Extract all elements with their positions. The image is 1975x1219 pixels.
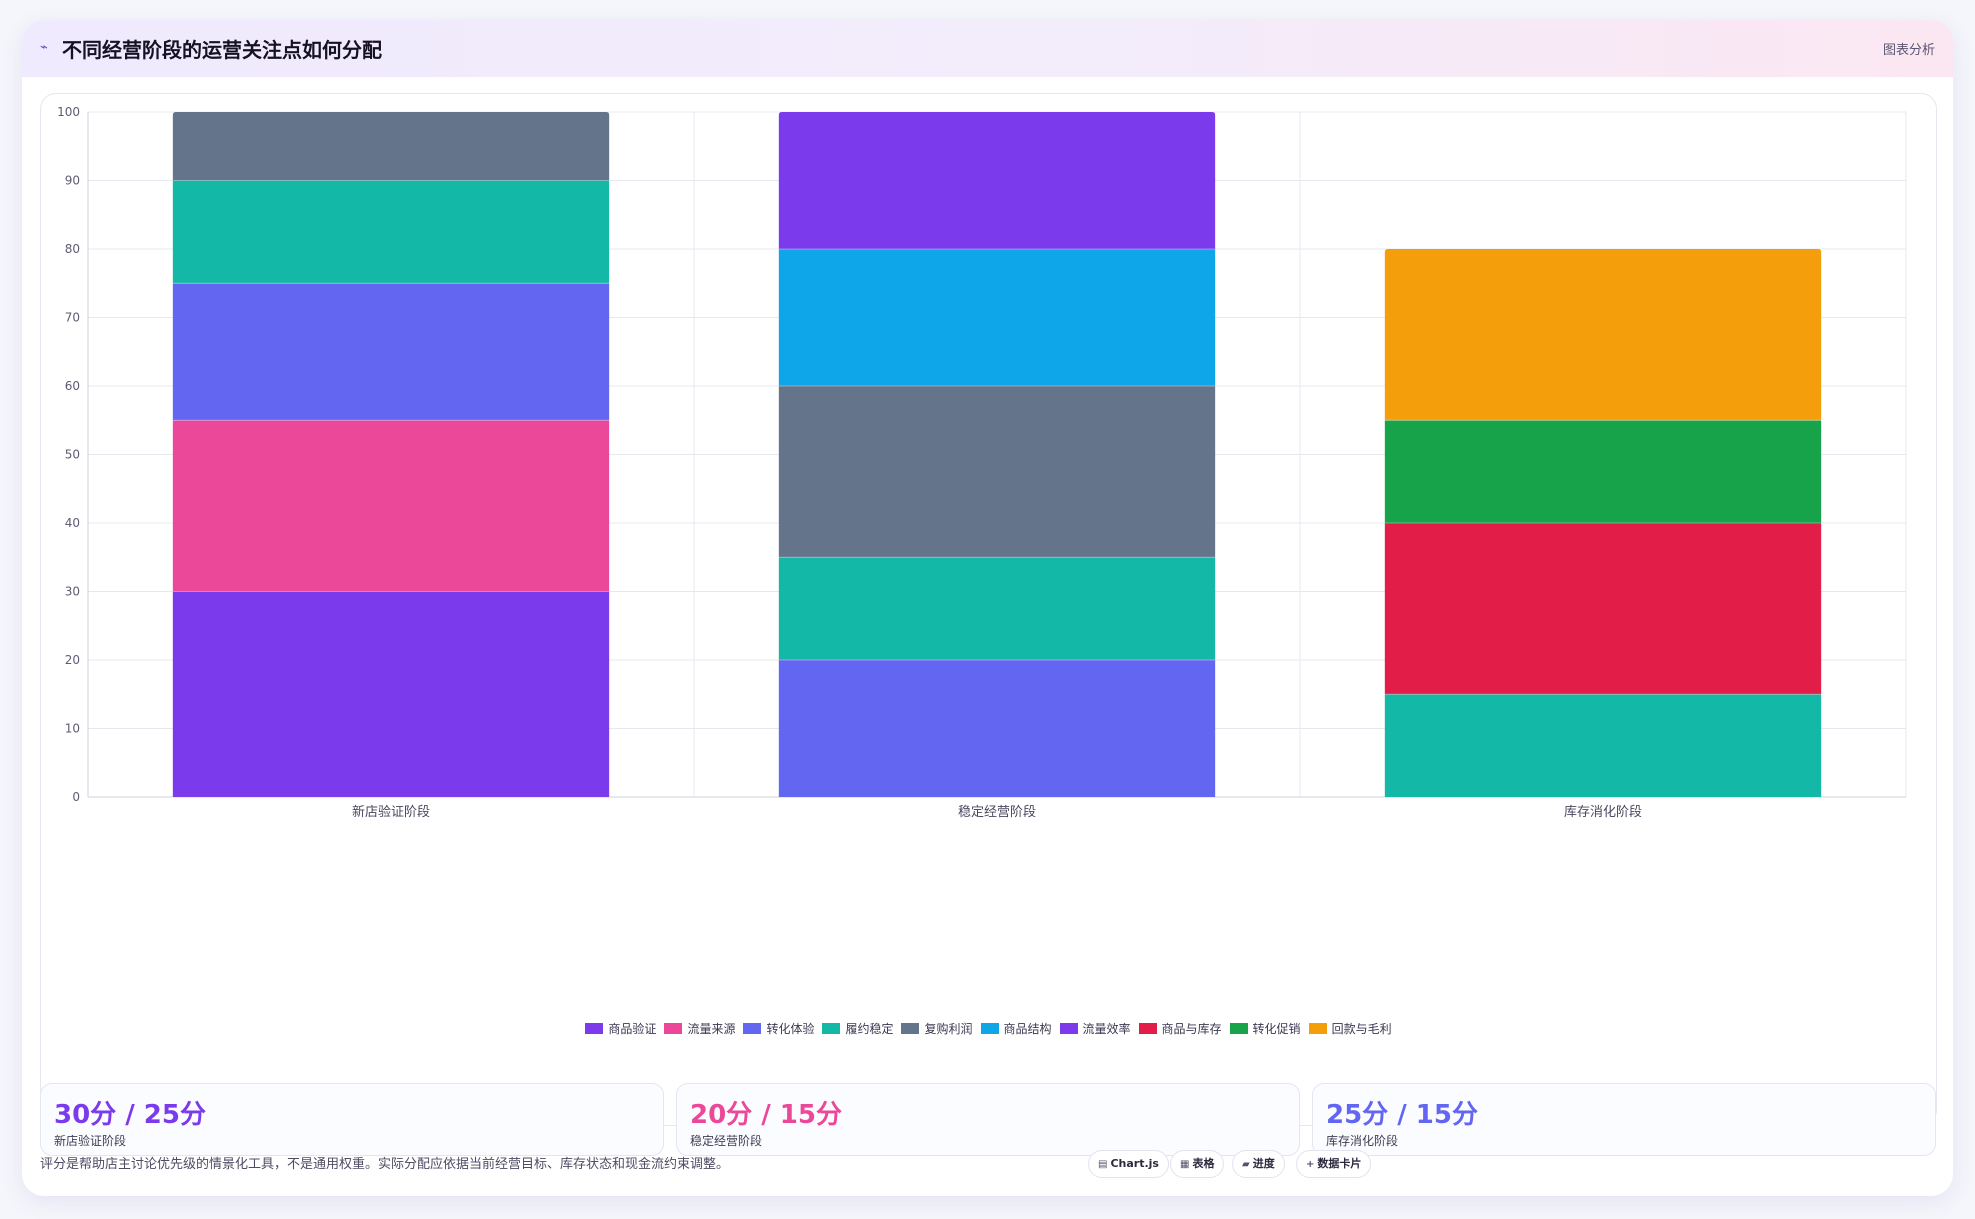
legend-swatch — [585, 1023, 604, 1034]
legend-item[interactable]: 商品与库存 — [1138, 1020, 1222, 1037]
bar-segment — [172, 591, 610, 797]
legend-swatch — [980, 1023, 999, 1034]
legend-item[interactable]: 履约稳定 — [822, 1020, 893, 1037]
legend-swatch — [743, 1023, 762, 1034]
card-header: ⌁ 不同经营阶段的运营关注点如何分配 图表分析 — [22, 20, 1953, 77]
y-tick-label: 100 — [57, 105, 80, 119]
stat-card-inventory: 25分 / 15分 库存消化阶段 — [1312, 1083, 1936, 1156]
legend-label: 流量来源 — [687, 1022, 736, 1036]
chip-chartjs[interactable]: ▤ Chart.js — [1088, 1150, 1169, 1178]
legend-swatch — [664, 1023, 683, 1034]
x-tick-label: 新店验证阶段 — [352, 804, 430, 820]
chip-label: 数据卡片 — [1317, 1157, 1362, 1170]
chip-table[interactable]: ▦ 表格 — [1170, 1150, 1225, 1178]
x-tick-label: 库存消化阶段 — [1564, 804, 1642, 820]
bar-segment — [778, 386, 1216, 558]
chip-label: 表格 — [1192, 1157, 1215, 1170]
stat-value: 25分 / 15分 — [1326, 1100, 1478, 1130]
bar-segment — [172, 112, 610, 181]
stat-label: 稳定经营阶段 — [690, 1134, 763, 1148]
chart-legend: 商品验证 流量来源 转化体验 履约稳定 复购利润 商品结构 流量效率 商品与库存 转化促销 回款与… — [41, 1020, 1936, 1037]
legend-item[interactable]: 回款与毛利 — [1308, 1020, 1392, 1037]
bar-segment — [1384, 523, 1822, 695]
legend-label: 商品验证 — [608, 1022, 657, 1036]
x-tick-label: 稳定经营阶段 — [958, 804, 1036, 820]
chart-icon: ▤ — [1098, 1159, 1108, 1170]
y-tick-label: 40 — [65, 516, 80, 530]
bar-segment — [778, 112, 1216, 249]
legend-label: 流量效率 — [1082, 1022, 1131, 1036]
table-icon: ▦ — [1180, 1159, 1190, 1170]
stat-card-stable: 20分 / 15分 稳定经营阶段 — [676, 1083, 1300, 1156]
y-tick-label: 20 — [65, 653, 80, 667]
legend-item[interactable]: 流量来源 — [664, 1020, 735, 1037]
y-tick-label: 10 — [65, 722, 80, 736]
bar-segment — [172, 420, 610, 592]
progress-icon: ▰ — [1242, 1159, 1250, 1170]
legend-label: 履约稳定 — [845, 1022, 894, 1036]
stat-value: 20分 / 15分 — [690, 1100, 842, 1130]
bar-segment — [1384, 249, 1822, 421]
chart-card: ⌁ 不同经营阶段的运营关注点如何分配 图表分析 0 10 20 30 40 50 60 70 8… — [22, 20, 1953, 1196]
legend-swatch — [1229, 1023, 1248, 1034]
legend-swatch — [1138, 1023, 1157, 1034]
legend-label: 商品结构 — [1003, 1022, 1052, 1036]
stat-label: 库存消化阶段 — [1326, 1134, 1399, 1148]
bar-segment — [778, 660, 1216, 797]
y-tick-label: 80 — [65, 242, 80, 256]
y-tick-label: 90 — [65, 174, 80, 188]
chip-data-card[interactable]: + 数据卡片 — [1296, 1150, 1372, 1178]
legend-label: 转化体验 — [766, 1022, 815, 1036]
bar-segment — [778, 249, 1216, 386]
legend-swatch — [1059, 1023, 1078, 1034]
stacked-bar-chart: 0 10 20 30 40 50 60 70 80 90 100 新店验证阶段 稳定经营阶段 库存消化阶段 — [57, 105, 1907, 820]
stat-value: 30分 / 25分 — [54, 1100, 206, 1130]
legend-swatch — [822, 1023, 841, 1034]
y-tick-label: 60 — [65, 379, 80, 393]
y-tick-label: 50 — [65, 448, 80, 462]
legend-label: 转化促销 — [1252, 1022, 1301, 1036]
chart-line-icon: ⌁ — [40, 40, 48, 55]
bar-segment — [1384, 420, 1822, 523]
legend-swatch — [1308, 1023, 1327, 1034]
legend-label: 复购利润 — [924, 1022, 973, 1036]
stat-card-new-store: 30分 / 25分 新店验证阶段 — [40, 1083, 664, 1156]
chip-label: 进度 — [1252, 1157, 1275, 1170]
bar-segment — [172, 283, 610, 421]
legend-item[interactable]: 转化促销 — [1229, 1020, 1301, 1037]
chart-panel: 0 10 20 30 40 50 60 70 80 90 100 新店验证阶段 稳定经营阶段 库存消化阶段… — [40, 93, 1937, 1126]
legend-item[interactable]: 复购利润 — [901, 1020, 973, 1037]
bar-segment — [172, 180, 610, 284]
plus-icon: + — [1306, 1159, 1315, 1170]
legend-label: 回款与毛利 — [1331, 1022, 1392, 1036]
chart-analysis-button[interactable]: 图表分析 — [1882, 43, 1935, 58]
footnote: 评分是帮助店主讨论优先级的情景化工具，不是通用权重。实际分配应依据当前经营目标、… — [40, 1157, 730, 1172]
legend-item[interactable]: 商品验证 — [585, 1020, 656, 1037]
bar-segment — [778, 557, 1216, 660]
y-tick-label: 70 — [65, 311, 80, 325]
y-tick-label: 0 — [72, 790, 80, 804]
y-tick-label: 30 — [65, 585, 80, 599]
legend-item[interactable]: 转化体验 — [743, 1020, 814, 1037]
legend-label: 商品与库存 — [1161, 1022, 1222, 1036]
page-title: 不同经营阶段的运营关注点如何分配 — [62, 38, 382, 62]
legend-item[interactable]: 流量效率 — [1059, 1020, 1131, 1037]
stat-label: 新店验证阶段 — [54, 1134, 127, 1148]
chip-label: Chart.js — [1110, 1157, 1159, 1170]
bar-segment — [1384, 694, 1822, 797]
chip-progress[interactable]: ▰ 进度 — [1232, 1150, 1285, 1178]
legend-swatch — [901, 1023, 920, 1034]
legend-item[interactable]: 商品结构 — [980, 1020, 1052, 1037]
